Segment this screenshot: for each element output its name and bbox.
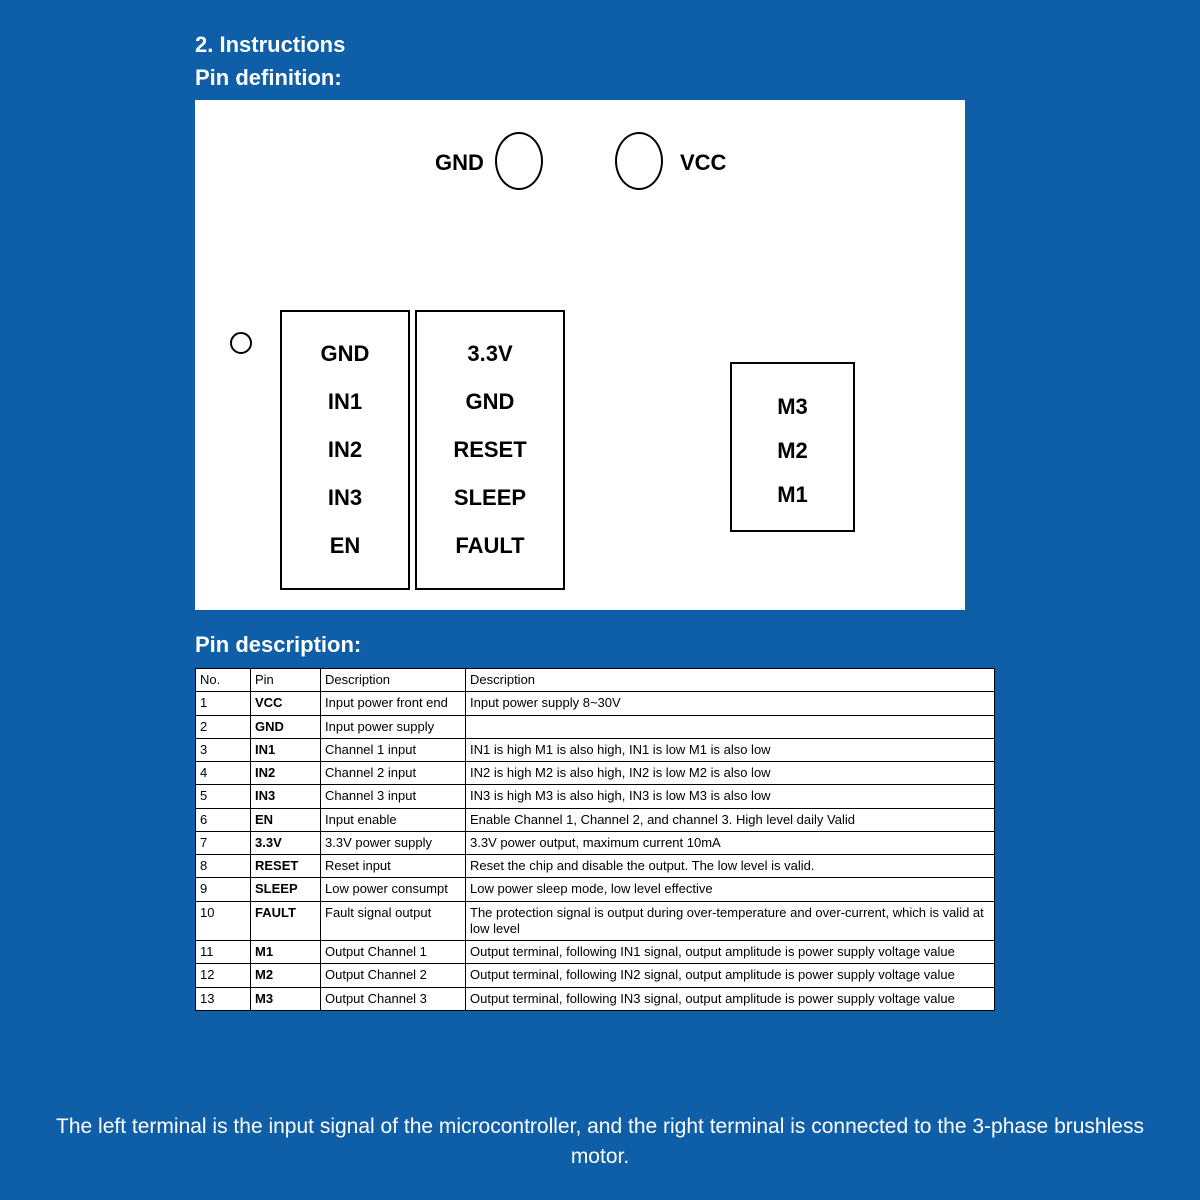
table-cell: 3.3V power output, maximum current 10mA — [466, 831, 995, 854]
table-row: 4IN2Channel 2 inputIN2 is high M2 is als… — [196, 762, 995, 785]
power-hole-vcc — [615, 132, 663, 190]
table-cell: VCC — [251, 692, 321, 715]
pin-label: IN3 — [282, 485, 408, 511]
table-cell: 6 — [196, 808, 251, 831]
table-cell: Reset input — [321, 855, 466, 878]
table-cell: RESET — [251, 855, 321, 878]
pin-column-middle: 3.3V GND RESET SLEEP FAULT — [415, 310, 565, 590]
table-cell: Input power front end — [321, 692, 466, 715]
table-cell: Fault signal output — [321, 901, 466, 941]
table-cell: Channel 1 input — [321, 738, 466, 761]
table-cell: 10 — [196, 901, 251, 941]
pin-label: FAULT — [417, 533, 563, 559]
table-row: 2GNDInput power supply — [196, 715, 995, 738]
table-cell: IN3 is high M3 is also high, IN3 is low … — [466, 785, 995, 808]
footer-note: The left terminal is the input signal of… — [40, 1112, 1160, 1173]
table-cell: 12 — [196, 964, 251, 987]
table-cell: M1 — [251, 941, 321, 964]
power-hole-gnd — [495, 132, 543, 190]
power-label-gnd: GND — [435, 150, 484, 176]
col-desc2: Description — [466, 669, 995, 692]
table-header-row: No. Pin Description Description — [196, 669, 995, 692]
table-cell: 3.3V — [251, 831, 321, 854]
pin-label: 3.3V — [417, 341, 563, 367]
pin-label: M3 — [732, 394, 853, 420]
table-cell: M3 — [251, 987, 321, 1010]
pin-column-left: GND IN1 IN2 IN3 EN — [280, 310, 410, 590]
table-row: 73.3V3.3V power supply3.3V power output,… — [196, 831, 995, 854]
table-cell: Input power supply 8~30V — [466, 692, 995, 715]
pin-diagram: GND VCC GND IN1 IN2 IN3 EN 3.3V GND RESE… — [195, 100, 965, 610]
table-row: 9SLEEPLow power consumptLow power sleep … — [196, 878, 995, 901]
table-row: 11M1Output Channel 1Output terminal, fol… — [196, 941, 995, 964]
table-row: 8RESETReset inputReset the chip and disa… — [196, 855, 995, 878]
pin-description-heading: Pin description: — [195, 632, 361, 658]
table-cell: 3 — [196, 738, 251, 761]
table-row: 10FAULTFault signal outputThe protection… — [196, 901, 995, 941]
pin-label: GND — [282, 341, 408, 367]
pin-label: IN2 — [282, 437, 408, 463]
table-cell: 8 — [196, 855, 251, 878]
pin-label: IN1 — [282, 389, 408, 415]
table-cell: Channel 3 input — [321, 785, 466, 808]
table-row: 3IN1Channel 1 inputIN1 is high M1 is als… — [196, 738, 995, 761]
table-cell: EN — [251, 808, 321, 831]
table-cell: Output Channel 1 — [321, 941, 466, 964]
col-no: No. — [196, 669, 251, 692]
mounting-hole — [230, 332, 252, 354]
pin-label: M1 — [732, 482, 853, 508]
table-cell: 11 — [196, 941, 251, 964]
table-cell: Low power consumpt — [321, 878, 466, 901]
pin-label: RESET — [417, 437, 563, 463]
table-cell: 9 — [196, 878, 251, 901]
table-row: 12M2Output Channel 2Output terminal, fol… — [196, 964, 995, 987]
section-title: 2. Instructions — [195, 28, 345, 61]
motor-pin-column: M3 M2 M1 — [730, 362, 855, 532]
col-pin: Pin — [251, 669, 321, 692]
table-row: 1VCCInput power front endInput power sup… — [196, 692, 995, 715]
table-row: 5IN3Channel 3 inputIN3 is high M3 is als… — [196, 785, 995, 808]
table-cell — [466, 715, 995, 738]
pin-label: M2 — [732, 438, 853, 464]
pin-label: EN — [282, 533, 408, 559]
table-cell: Low power sleep mode, low level effectiv… — [466, 878, 995, 901]
table-cell: Output Channel 2 — [321, 964, 466, 987]
table-cell: The protection signal is output during o… — [466, 901, 995, 941]
table-cell: Channel 2 input — [321, 762, 466, 785]
table-row: 13M3Output Channel 3Output terminal, fol… — [196, 987, 995, 1010]
table-cell: Enable Channel 1, Channel 2, and channel… — [466, 808, 995, 831]
table-cell: IN2 is high M2 is also high, IN2 is low … — [466, 762, 995, 785]
table-cell: M2 — [251, 964, 321, 987]
table-cell: Input enable — [321, 808, 466, 831]
table-cell: Input power supply — [321, 715, 466, 738]
table-cell: 2 — [196, 715, 251, 738]
table-cell: FAULT — [251, 901, 321, 941]
pin-label: SLEEP — [417, 485, 563, 511]
table-cell: Reset the chip and disable the output. T… — [466, 855, 995, 878]
table-cell: IN3 — [251, 785, 321, 808]
power-label-vcc: VCC — [680, 150, 726, 176]
table-cell: SLEEP — [251, 878, 321, 901]
table-cell: IN1 — [251, 738, 321, 761]
section-subtitle: Pin definition: — [195, 61, 345, 94]
table-cell: 7 — [196, 831, 251, 854]
table-cell: 4 — [196, 762, 251, 785]
table-cell: Output Channel 3 — [321, 987, 466, 1010]
pin-label: GND — [417, 389, 563, 415]
table-cell: Output terminal, following IN1 signal, o… — [466, 941, 995, 964]
table-cell: 5 — [196, 785, 251, 808]
table-row: 6ENInput enableEnable Channel 1, Channel… — [196, 808, 995, 831]
pin-description-table: No. Pin Description Description 1VCCInpu… — [195, 668, 995, 1011]
section-header: 2. Instructions Pin definition: — [195, 28, 345, 94]
table-cell: GND — [251, 715, 321, 738]
table-cell: Output terminal, following IN2 signal, o… — [466, 964, 995, 987]
table-cell: 1 — [196, 692, 251, 715]
table-cell: 13 — [196, 987, 251, 1010]
table-cell: IN2 — [251, 762, 321, 785]
col-desc1: Description — [321, 669, 466, 692]
table-cell: IN1 is high M1 is also high, IN1 is low … — [466, 738, 995, 761]
table-cell: 3.3V power supply — [321, 831, 466, 854]
table-cell: Output terminal, following IN3 signal, o… — [466, 987, 995, 1010]
